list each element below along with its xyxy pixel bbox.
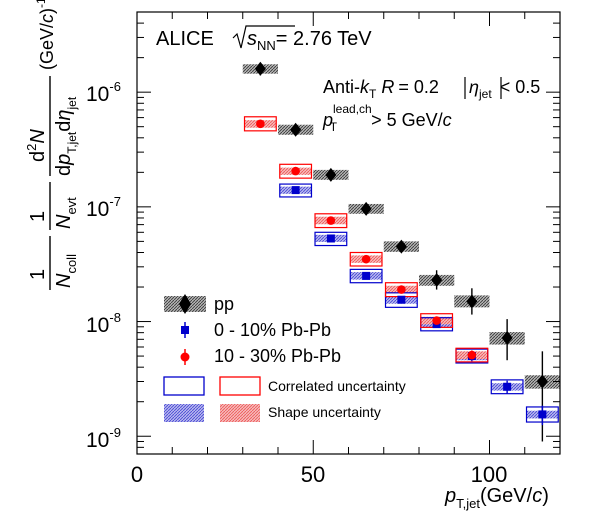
- pp-point: [536, 374, 548, 389]
- pp-point: [501, 330, 513, 345]
- pbpb_10_30-corr-box: [243, 116, 277, 132]
- y-tick-labels: 10-9 10-8 10-7 10-6: [86, 79, 121, 452]
- y-tick-label-1e-9: 10-9: [86, 425, 121, 452]
- legend-entry-pp: pp: [164, 294, 234, 314]
- pbpb_0_10-corr-box: [349, 268, 383, 284]
- y-label-frac3-den: dpT,jetdηjet: [53, 96, 79, 176]
- x-tick-label-100: 100: [471, 462, 508, 487]
- pbpb-10-30-point: [291, 166, 300, 176]
- pbpb_10_30-corr-box: [279, 163, 313, 179]
- y-tick-label-1e-8: 10-8: [86, 310, 121, 337]
- legend-entry-correlated: Correlated uncertainty: [163, 376, 406, 396]
- pbpb_0_10-corr-box: [314, 231, 348, 247]
- svg-text:Correlated uncertainty: Correlated uncertainty: [268, 378, 406, 394]
- pp-point: [466, 294, 478, 309]
- svg-text:pp: pp: [214, 294, 234, 314]
- y-axis-label: 1 Ncoll 1 Nevt d2N dpT,jetdηjet (GeV/c)-…: [24, 0, 79, 290]
- pbpb-0-10-point: [503, 382, 512, 391]
- x-tick-label-50: 50: [301, 462, 325, 487]
- y-label-frac2-num: 1: [27, 211, 49, 222]
- svg-text:sNN= 2.76 TeV: sNN= 2.76 TeV: [247, 28, 372, 53]
- pp-point: [290, 122, 302, 137]
- data-point-markers: [254, 61, 548, 419]
- svg-text:0 - 10% Pb-Pb: 0 - 10% Pb-Pb: [214, 320, 331, 340]
- y-tick-label-1e-6: 10-6: [86, 79, 121, 106]
- x-tick-label-0: 0: [131, 462, 143, 487]
- legend-entry-pbpb-10-30: 10 - 30% Pb-Pb: [180, 346, 341, 366]
- pbpb_0_10-corr-box: [279, 183, 313, 198]
- svg-text:10 - 30% Pb-Pb: 10 - 30% Pb-Pb: [214, 346, 341, 366]
- x-tick-labels: 0 50 100: [131, 462, 507, 487]
- pbpb-10-30-point: [256, 119, 265, 129]
- pbpb-0-10-point: [397, 295, 406, 304]
- svg-text:Shape uncertainty: Shape uncertainty: [268, 404, 381, 420]
- jet-algorithm-label: Anti-kT R = 0.2: [323, 77, 439, 101]
- pbpb-10-30-point: [397, 285, 406, 294]
- pbpb-10-30-point: [432, 316, 441, 325]
- legend-entry-pbpb-0-10: 0 - 10% Pb-Pb: [181, 320, 331, 340]
- y-label-frac1-num: 1: [27, 269, 49, 280]
- experiment-label: ALICE: [156, 28, 214, 50]
- y-label-frac2-den: Nevt: [53, 197, 79, 229]
- pbpb-10-30-point: [326, 216, 336, 225]
- pbpb-0-10-point: [362, 271, 371, 280]
- pp-point: [360, 201, 372, 216]
- y-tick-label-1e-7: 10-7: [86, 194, 121, 221]
- axis-ticks: [136, 11, 561, 455]
- shape-uncertainty-bands: [244, 120, 559, 419]
- x-axis-label: pT,jet(GeV/c): [444, 485, 549, 511]
- pbpb-0-10-point: [291, 186, 300, 195]
- svg-text:ηjet< 0.5: ηjet < 0.5: [469, 77, 540, 101]
- legend: pp 0 - 10% Pb-Pb 10 - 30% Pb-Pb Correlat…: [163, 294, 406, 422]
- pbpb-10-30-point: [467, 350, 477, 360]
- y-label-frac1-den: Ncoll: [53, 254, 79, 288]
- legend-entry-shape: Shape uncertainty: [164, 404, 381, 422]
- correlated-uncertainty-boxes: [243, 116, 559, 423]
- pbpb-10-30-point: [361, 254, 371, 264]
- eta-cut-label: ηjet < 0.5: [464, 77, 540, 101]
- pp-point: [325, 167, 337, 182]
- pbpb_10_30-corr-box: [314, 213, 348, 229]
- pbpb-0-10-point: [538, 410, 547, 419]
- pbpb-0-10-point: [326, 234, 335, 243]
- y-label-frac3-num: d2N: [24, 129, 49, 162]
- y-label-unit: (GeV/c)-1: [34, 0, 57, 70]
- pbpb_10_30-corr-box: [455, 347, 489, 363]
- leading-track-cut-label: plead,ch T > 5 GeV/c: [322, 102, 452, 134]
- energy-label: sNN= 2.76 TeV: [232, 25, 372, 53]
- pbpb_10_30-corr-box: [349, 251, 383, 267]
- pp-point: [254, 61, 266, 76]
- pp-point: [431, 273, 443, 288]
- pp-point: [395, 239, 407, 254]
